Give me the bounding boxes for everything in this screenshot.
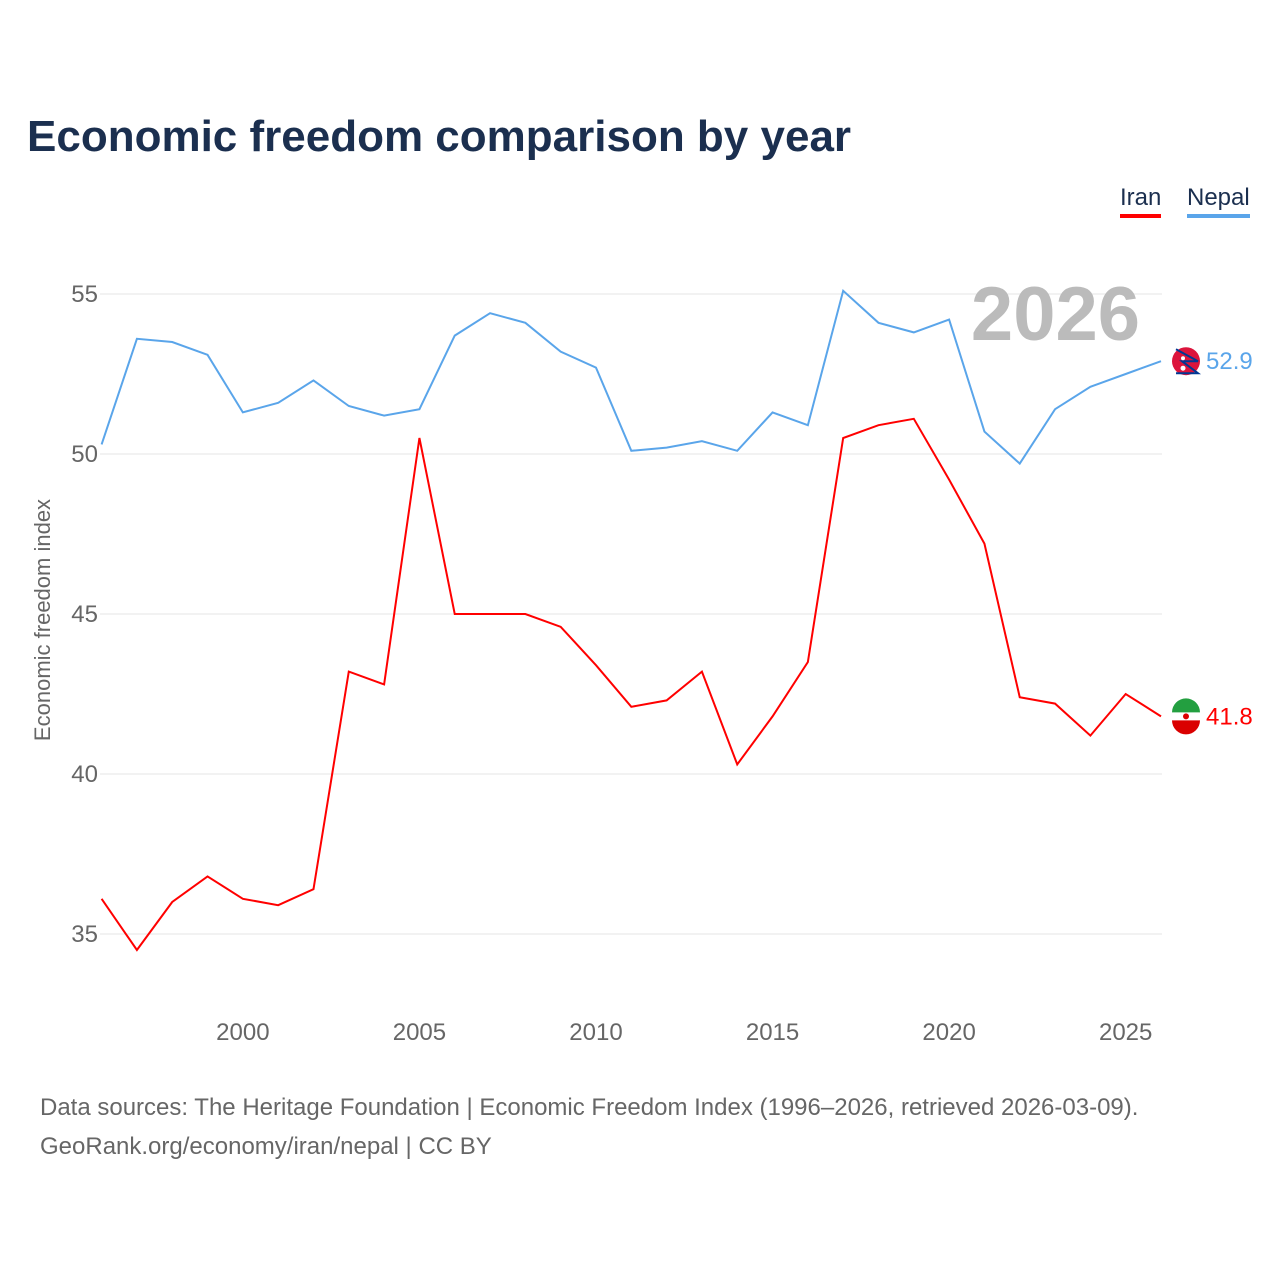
data-point bbox=[382, 414, 386, 418]
data-point bbox=[1053, 407, 1057, 411]
data-point bbox=[347, 670, 351, 674]
data-point bbox=[241, 410, 245, 414]
data-point bbox=[841, 436, 845, 440]
data-point bbox=[1018, 462, 1022, 466]
footer: Data sources: The Heritage Foundation | … bbox=[40, 1088, 1138, 1166]
data-point bbox=[629, 449, 633, 453]
data-point bbox=[170, 900, 174, 904]
data-point bbox=[276, 401, 280, 405]
data-point bbox=[806, 423, 810, 427]
x-tick-label: 2005 bbox=[393, 1019, 446, 1046]
nepal-flag-icon bbox=[1172, 347, 1201, 376]
year-watermark: 2026 bbox=[971, 272, 1140, 357]
x-tick-label: 2000 bbox=[216, 1019, 269, 1046]
data-point bbox=[912, 330, 916, 334]
data-point bbox=[806, 660, 810, 664]
data-point bbox=[559, 350, 563, 354]
data-point bbox=[488, 612, 492, 616]
chart-title: Economic freedom comparison by year bbox=[27, 112, 852, 161]
x-tick-label: 2015 bbox=[746, 1019, 799, 1046]
data-point bbox=[170, 340, 174, 344]
data-point bbox=[947, 318, 951, 322]
data-point bbox=[417, 407, 421, 411]
data-point bbox=[1124, 372, 1128, 376]
data-point bbox=[453, 612, 457, 616]
data-point bbox=[100, 442, 104, 446]
iran-flag-icon bbox=[1172, 698, 1200, 735]
series-line-iran bbox=[100, 417, 1162, 952]
data-point bbox=[417, 436, 421, 440]
data-point bbox=[841, 289, 845, 293]
data-point bbox=[100, 897, 104, 901]
end-value-label-iran: 41.8 bbox=[1206, 703, 1253, 730]
data-point bbox=[665, 698, 669, 702]
y-tick-label: 35 bbox=[71, 921, 98, 948]
y-tick-label: 40 bbox=[71, 761, 98, 788]
footer-sources: Data sources: The Heritage Foundation | … bbox=[40, 1094, 1139, 1121]
data-point bbox=[876, 423, 880, 427]
y-tick-label: 55 bbox=[71, 281, 98, 308]
x-tick-label: 2020 bbox=[922, 1019, 975, 1046]
data-point bbox=[453, 334, 457, 338]
data-point bbox=[241, 897, 245, 901]
data-point bbox=[1018, 695, 1022, 699]
data-point bbox=[347, 404, 351, 408]
data-point bbox=[523, 612, 527, 616]
data-point bbox=[382, 682, 386, 686]
data-point bbox=[206, 353, 210, 357]
end-value-label-nepal: 52.9 bbox=[1206, 348, 1253, 375]
x-tick-label: 2010 bbox=[569, 1019, 622, 1046]
data-point bbox=[1159, 359, 1163, 363]
x-tick-label: 2025 bbox=[1099, 1019, 1152, 1046]
data-point bbox=[735, 762, 739, 766]
y-tick-label: 45 bbox=[71, 601, 98, 628]
data-point bbox=[206, 874, 210, 878]
data-point bbox=[771, 714, 775, 718]
data-point bbox=[982, 430, 986, 434]
data-point bbox=[559, 625, 563, 629]
data-point bbox=[488, 311, 492, 315]
data-point bbox=[665, 446, 669, 450]
y-tick-label: 50 bbox=[71, 441, 98, 468]
data-point bbox=[1088, 385, 1092, 389]
series-line-nepal bbox=[100, 288, 1162, 466]
data-point bbox=[311, 887, 315, 891]
data-point bbox=[735, 449, 739, 453]
data-point bbox=[947, 478, 951, 482]
data-point bbox=[523, 321, 527, 325]
data-point bbox=[276, 903, 280, 907]
data-point bbox=[700, 439, 704, 443]
data-point bbox=[135, 948, 139, 952]
footer-link[interactable]: GeoRank.org/economy/iran/nepal | CC BY bbox=[40, 1133, 492, 1160]
data-point bbox=[771, 410, 775, 414]
legend-iran[interactable]: Iran bbox=[1120, 184, 1162, 218]
data-point bbox=[912, 417, 916, 421]
data-point bbox=[1053, 702, 1057, 706]
data-point bbox=[1159, 714, 1163, 718]
data-point bbox=[1124, 692, 1128, 696]
data-point bbox=[876, 321, 880, 325]
data-point bbox=[700, 670, 704, 674]
data-point bbox=[1088, 734, 1092, 738]
data-point bbox=[629, 705, 633, 709]
data-point bbox=[135, 337, 139, 341]
data-point bbox=[311, 378, 315, 382]
y-axis-label: Economic freedom index bbox=[30, 499, 55, 741]
data-point bbox=[594, 663, 598, 667]
data-point bbox=[982, 542, 986, 546]
data-point bbox=[594, 366, 598, 370]
legend-nepal[interactable]: Nepal bbox=[1187, 184, 1250, 218]
